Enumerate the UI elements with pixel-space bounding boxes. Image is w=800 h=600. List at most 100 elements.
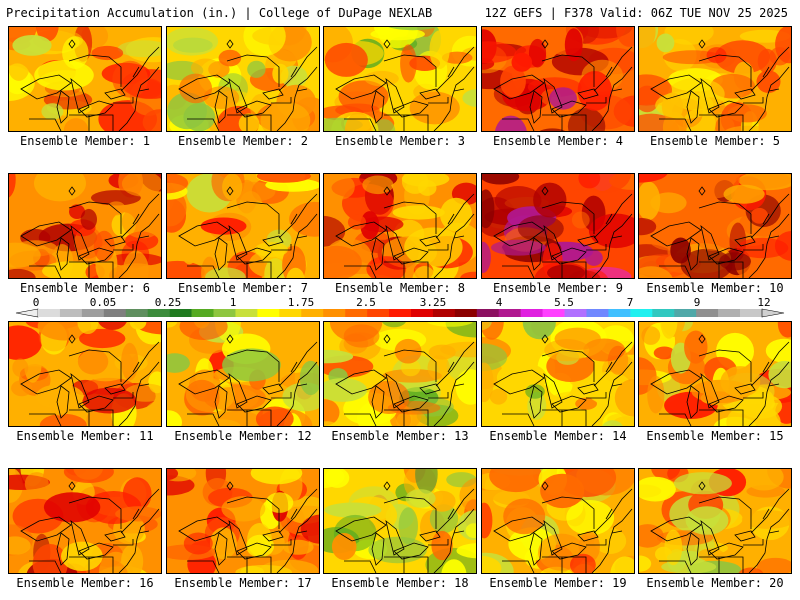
ensemble-member-label: Ensemble Member: 7 (177, 281, 309, 295)
colorbar-tick-label: 9 (694, 296, 701, 309)
colorbar-swatch (630, 309, 653, 317)
ensemble-member-map (8, 468, 162, 574)
colorbar-tick-label: 0 (33, 296, 40, 309)
colorbar-swatch (301, 309, 324, 317)
ensemble-member-label: Ensemble Member: 13 (331, 429, 469, 443)
ensemble-member-label: Ensemble Member: 10 (646, 281, 784, 295)
colorbar-swatch (323, 309, 346, 317)
ensemble-member-map (481, 26, 635, 132)
precipitation-field (639, 469, 791, 573)
ensemble-member-map (8, 321, 162, 427)
ensemble-member-map (638, 173, 792, 279)
ensemble-member-map (323, 26, 477, 132)
colorbar-tick-label: 1 (230, 296, 237, 309)
colorbar-max-arrow (761, 308, 785, 318)
colorbar-tick-label: 5.5 (554, 296, 574, 309)
ensemble-member-label: Ensemble Member: 20 (646, 576, 784, 590)
ensemble-member-map (481, 321, 635, 427)
precipitation-colorbar: 0 0.05 0.25 1 1.75 2.5 3.25 4 5.5 7 9 12 (15, 296, 785, 318)
colorbar-tick-label: 12 (757, 296, 770, 309)
precipitation-field (9, 469, 161, 573)
colorbar-swatch (740, 309, 763, 317)
colorbar-swatch (279, 309, 302, 317)
colorbar-tick-label: 0.25 (155, 296, 182, 309)
colorbar-swatch (367, 309, 390, 317)
colorbar-tick-label: 2.5 (356, 296, 376, 309)
ensemble-member-label: Ensemble Member: 2 (177, 134, 309, 148)
ensemble-member-label: Ensemble Member: 8 (334, 281, 466, 295)
colorbar-swatch (410, 309, 434, 317)
ensemble-member-label: Ensemble Member: 4 (492, 134, 624, 148)
precipitation-field (9, 174, 161, 278)
precipitation-field (167, 469, 319, 573)
ensemble-member-label: Ensemble Member: 16 (16, 576, 154, 590)
colorbar-swatch (147, 309, 170, 317)
ensemble-member-label: Ensemble Member: 18 (331, 576, 469, 590)
colorbar-swatch (38, 309, 61, 317)
colorbar-swatch (345, 309, 368, 317)
ensemble-member-label: Ensemble Member: 1 (19, 134, 151, 148)
colorbar-swatch (169, 309, 192, 317)
ensemble-member-label: Ensemble Member: 3 (334, 134, 466, 148)
precipitation-field (167, 27, 319, 131)
colorbar-swatch (586, 309, 609, 317)
ensemble-member-label: Ensemble Member: 15 (646, 429, 784, 443)
colorbar-tick-label: 4 (496, 296, 503, 309)
ensemble-member-label: Ensemble Member: 12 (174, 429, 312, 443)
precipitation-field (639, 27, 791, 131)
ensemble-member-map (638, 321, 792, 427)
colorbar-swatch (432, 309, 456, 317)
colorbar-swatch (674, 309, 697, 317)
precipitation-field (167, 322, 319, 426)
colorbar-swatch (389, 309, 412, 317)
ensemble-member-map (638, 468, 792, 574)
colorbar-tick-label: 1.75 (288, 296, 315, 309)
precipitation-field (639, 174, 791, 278)
colorbar-swatch (498, 309, 521, 317)
precipitation-field (324, 469, 476, 573)
colorbar-swatch (476, 309, 500, 317)
ensemble-member-map (638, 26, 792, 132)
precipitation-field (482, 469, 634, 573)
precipitation-field (9, 27, 161, 131)
precipitation-field (167, 174, 319, 278)
ensemble-member-label: Ensemble Member: 14 (489, 429, 627, 443)
ensemble-member-map (481, 173, 635, 279)
ensemble-member-label: Ensemble Member: 6 (19, 281, 151, 295)
colorbar-swatch (213, 309, 236, 317)
colorbar-tick-label: 3.25 (420, 296, 447, 309)
colorbar-swatch (191, 309, 214, 317)
ensemble-member-map (166, 173, 320, 279)
colorbar-tick-label: 0.05 (90, 296, 117, 309)
ensemble-member-label: Ensemble Member: 17 (174, 576, 312, 590)
ensemble-member-map (481, 468, 635, 574)
ensemble-member-label: Ensemble Member: 5 (649, 134, 781, 148)
precipitation-field (324, 174, 476, 278)
ensemble-member-map (8, 173, 162, 279)
ensemble-member-map (166, 321, 320, 427)
precipitation-field (9, 322, 161, 426)
ensemble-member-label: Ensemble Member: 11 (16, 429, 154, 443)
colorbar-swatch (652, 309, 675, 317)
colorbar-tick-label: 7 (627, 296, 634, 309)
precipitation-field (482, 27, 634, 131)
ensemble-member-label: Ensemble Member: 19 (489, 576, 627, 590)
ensemble-member-map (323, 468, 477, 574)
model-run-info: 12Z GEFS | F378 Valid: 06Z TUE NOV 25 20… (484, 6, 788, 20)
precipitation-field (639, 322, 791, 426)
colorbar-swatch (454, 309, 478, 317)
ensemble-member-map (323, 321, 477, 427)
colorbar-swatch (718, 309, 741, 317)
chart-title: Precipitation Accumulation (in.) | Colle… (6, 6, 433, 20)
colorbar-swatch (59, 309, 83, 317)
precipitation-field (324, 27, 476, 131)
ensemble-member-map (166, 26, 320, 132)
precipitation-field (324, 322, 476, 426)
colorbar-swatch (103, 309, 127, 317)
colorbar-swatch (608, 309, 631, 317)
colorbar-min-arrow (15, 308, 39, 318)
colorbar-swatch (81, 309, 105, 317)
colorbar-swatch (125, 309, 148, 317)
precipitation-field (482, 322, 634, 426)
ensemble-member-map (8, 26, 162, 132)
